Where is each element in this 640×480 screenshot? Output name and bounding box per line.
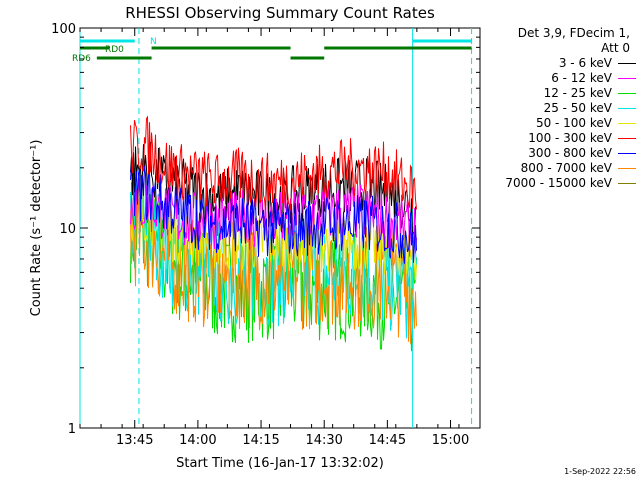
legend-swatch: [618, 138, 636, 139]
series-line: [130, 115, 417, 211]
x-tick-label: 14:15: [242, 433, 279, 448]
legend-entries: 3 - 6 keV 6 - 12 keV 12 - 25 keV 25 - 50 ke…: [470, 56, 636, 191]
y-axis-label: Count Rate (s⁻¹ detector⁻¹): [29, 140, 44, 317]
y-tick-label: 100: [51, 22, 76, 37]
legend-swatch: [618, 63, 636, 64]
legend-entry-label: 300 - 800 keV: [528, 146, 612, 160]
legend-swatch: [618, 153, 636, 154]
legend-entry-label: 6 - 12 keV: [551, 71, 612, 85]
legend-entry: 7000 - 15000 keV: [470, 176, 636, 191]
x-tick-label: 14:00: [179, 433, 216, 448]
legend-swatch: [618, 108, 636, 109]
chart-title: RHESSI Observing Summary Count Rates: [125, 4, 435, 22]
legend-swatch: [618, 183, 636, 184]
y-tick-label: 10: [59, 222, 76, 237]
legend-entry: 800 - 7000 keV: [470, 161, 636, 176]
legend-swatch: [618, 78, 636, 79]
y-axis: 1 10 100: [51, 22, 480, 437]
legend-entry: 25 - 50 keV: [470, 101, 636, 116]
legend-entry-label: 25 - 50 keV: [543, 101, 612, 115]
legend-entry-label: 100 - 300 keV: [528, 131, 612, 145]
legend-swatch: [618, 93, 636, 94]
legend-entry: 12 - 25 keV: [470, 86, 636, 101]
legend: Det 3,9, FDecim 1, Att 0 3 - 6 keV 6 - 12…: [470, 26, 636, 191]
legend-header-line2: Att 0: [601, 41, 630, 55]
x-tick-label: 14:45: [369, 433, 406, 448]
x-tick-label: 15:00: [432, 433, 469, 448]
legend-entry: 300 - 800 keV: [470, 146, 636, 161]
legend-entry-label: 50 - 100 keV: [535, 116, 612, 130]
status-bar-label: N: [150, 37, 157, 47]
series-line: [130, 163, 417, 264]
x-tick-label: 13:45: [116, 433, 153, 448]
legend-entry-label: 7000 - 15000 keV: [505, 176, 612, 190]
legend-entry: 50 - 100 keV: [470, 116, 636, 131]
legend-entry-label: 3 - 6 keV: [558, 56, 612, 70]
y-tick-label: 1: [68, 422, 76, 437]
x-axis: 13:45 14:00 14:15 14:30 14:45 15:00: [79, 28, 481, 448]
legend-entry: 3 - 6 keV: [470, 56, 636, 71]
x-tick-label: 14:30: [305, 433, 342, 448]
status-bar-label: RD0: [105, 45, 124, 55]
x-axis-label: Start Time (16-Jan-17 13:32:02): [176, 456, 384, 471]
legend-header-line1: Det 3,9, FDecim 1,: [517, 26, 630, 40]
legend-entry: 100 - 300 keV: [470, 131, 636, 146]
legend-swatch: [618, 123, 636, 124]
series-line: [130, 179, 417, 261]
legend-entry: 6 - 12 keV: [470, 71, 636, 86]
legend-swatch: [618, 168, 636, 169]
legend-entry-label: 800 - 7000 keV: [520, 161, 612, 175]
legend-entry-label: 12 - 25 keV: [543, 86, 612, 100]
timestamp: 1-Sep-2022 22:56: [564, 467, 636, 476]
